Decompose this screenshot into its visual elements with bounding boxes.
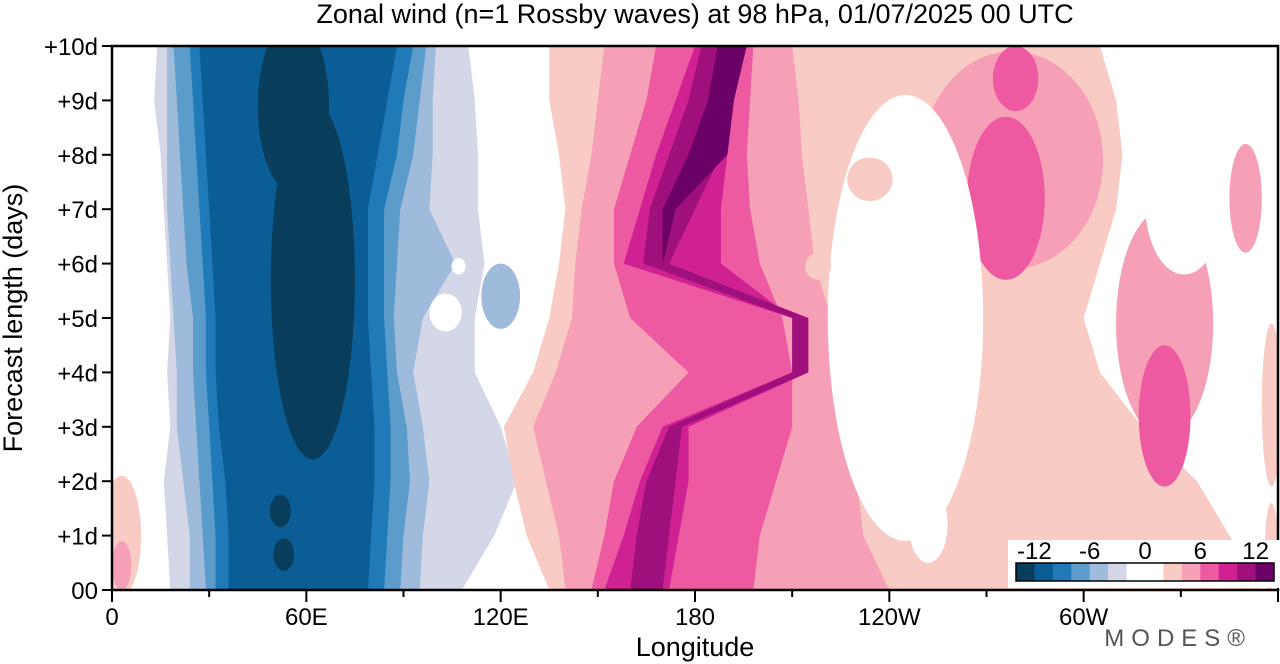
x-axis-label: Longitude	[636, 632, 755, 662]
colorbar-swatch	[1237, 563, 1256, 581]
x-tick-label: 60W	[1059, 604, 1109, 631]
colorbar-swatch	[1034, 563, 1054, 581]
colorbar-label: 0	[1138, 538, 1151, 565]
contour-blob--12-2	[270, 494, 291, 528]
x-tick-label: 180	[675, 604, 715, 631]
contour-band-8	[604, 46, 809, 590]
contour-blob-6-2	[1138, 345, 1191, 487]
colorbar-swatch	[1016, 563, 1035, 581]
colorbar-label: 12	[1242, 538, 1269, 565]
colorbar-label: 6	[1194, 538, 1207, 565]
contour-blob-6-0	[967, 116, 1045, 280]
y-tick-label: +9d	[57, 88, 98, 115]
contour-blob-0-2	[827, 95, 984, 541]
colorbar-swatch	[1071, 563, 1091, 581]
x-tick-label: 60E	[285, 604, 328, 631]
contour-blob-0-1	[451, 258, 466, 275]
colorbar-swatch	[1089, 563, 1109, 581]
credit-logo: MODES®	[1104, 625, 1252, 652]
contour-blob-0-0	[429, 293, 462, 332]
contour-blob-0-6	[1145, 133, 1165, 166]
y-axis-label: Forecast length (days)	[0, 184, 28, 453]
y-tick-label: +8d	[57, 143, 98, 170]
chart-title: Zonal wind (n=1 Rossby waves) at 98 hPa,…	[316, 0, 1073, 29]
contour-band-12	[662, 46, 747, 590]
colorbar-swatch	[1126, 563, 1146, 581]
contour-blob-0-3	[908, 486, 948, 563]
colorbar-swatch	[1200, 563, 1220, 581]
contour-blob-4-0	[112, 541, 132, 590]
y-tick-label: +6d	[57, 252, 98, 279]
contour-blob-2-1	[847, 157, 893, 202]
contour-blob--12-1	[257, 46, 329, 193]
contour-blob-4-3	[1229, 143, 1262, 253]
colorbar-swatch	[1255, 563, 1275, 581]
y-tick-label: +5d	[57, 306, 98, 333]
y-tick-label: +1d	[57, 524, 98, 551]
y-tick-label: 00	[71, 578, 98, 605]
y-tick-label: +10d	[44, 34, 98, 61]
colorbar-swatch	[1181, 563, 1201, 581]
y-tick-label: +3d	[57, 415, 98, 442]
y-tick-label: +4d	[57, 360, 98, 387]
x-tick-label: 120E	[473, 604, 529, 631]
colorbar-swatch	[1218, 563, 1238, 581]
colorbar-legend: -12 -6 0 6 12	[1008, 538, 1280, 588]
colorbar-label: -12	[1017, 538, 1052, 565]
colorbar-swatch	[1108, 563, 1127, 581]
colorbar-swatch	[1163, 563, 1183, 581]
x-axis: 0 60E 120E 180 120W 60W	[105, 590, 1279, 631]
contour-blob-2-0	[805, 252, 832, 280]
colorbar-swatch	[1052, 563, 1072, 581]
y-axis: 00 +1d +2d +3d +4d +5d +6d +7d +8d +9d +10d	[44, 34, 112, 605]
colorbar-swatch	[1145, 563, 1164, 581]
y-tick-label: +2d	[57, 469, 98, 496]
contour-blob-0-4	[924, 372, 951, 417]
contour-band-10	[630, 46, 809, 590]
colorbar-label: -6	[1079, 538, 1100, 565]
y-tick-label: +7d	[57, 197, 98, 224]
x-tick-label: 0	[105, 604, 118, 631]
contour-field	[112, 46, 1278, 590]
contour-blob-0-5	[1145, 133, 1223, 275]
x-tick-label: 120W	[858, 604, 921, 631]
contour-blob-6-1	[992, 46, 1039, 112]
contour-blob--4-0	[481, 263, 521, 329]
contour-blob-2-5	[1261, 323, 1278, 487]
contour-band-6	[591, 46, 793, 590]
contour-blob--12-3	[273, 538, 295, 571]
colorbar-frame	[1015, 562, 1275, 582]
